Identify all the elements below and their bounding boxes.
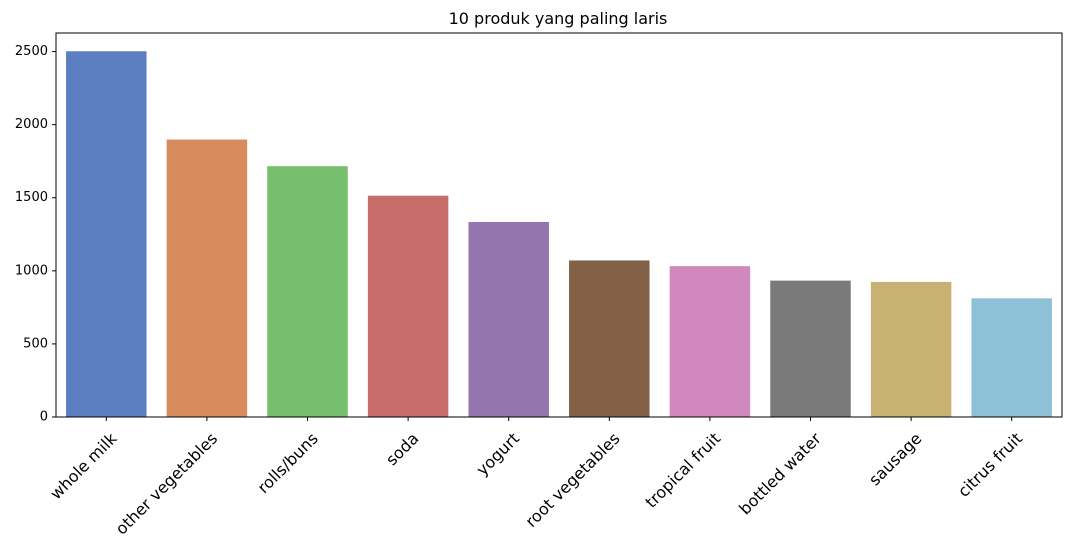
x-tick-label: rolls/buns	[254, 429, 322, 497]
x-tick-label: soda	[382, 429, 422, 469]
chart-title: 10 produk yang paling laris	[449, 9, 668, 28]
y-tick-label: 1000	[15, 263, 48, 278]
bar-bottled-water	[770, 280, 851, 417]
bar-soda	[367, 195, 449, 417]
bars-group	[66, 51, 1052, 418]
y-tick-label: 2500	[15, 44, 48, 59]
y-tick-label: 1500	[15, 190, 48, 205]
x-tick-label: bottled water	[735, 429, 825, 519]
x-tick-label: root vegetables	[522, 429, 624, 531]
x-tick-label: tropical fruit	[641, 429, 724, 512]
x-tick-label: sausage	[865, 429, 925, 489]
y-tick-label: 0	[40, 410, 48, 425]
bar-other-vegetables	[166, 139, 248, 417]
y-tick-label: 2000	[15, 117, 48, 132]
x-tick-label: whole milk	[46, 428, 121, 503]
bar-root-vegetables	[569, 260, 650, 417]
bar-yogurt	[468, 222, 549, 417]
x-tick-label: other vegetables	[112, 429, 222, 539]
bar-rolls-buns	[267, 166, 348, 417]
plot-frame	[55, 32, 1063, 418]
bar-citrus-fruit	[971, 298, 1052, 417]
x-tick-label: yogurt	[473, 429, 523, 479]
bar-sausage	[870, 281, 952, 417]
bar-whole-milk	[66, 51, 147, 418]
y-tick-label: 500	[23, 336, 48, 351]
y-axis: 0 500 1000 1500 2000 2500	[15, 44, 56, 425]
bar-tropical-fruit	[669, 266, 751, 417]
x-tick-label: citrus fruit	[954, 429, 1026, 501]
